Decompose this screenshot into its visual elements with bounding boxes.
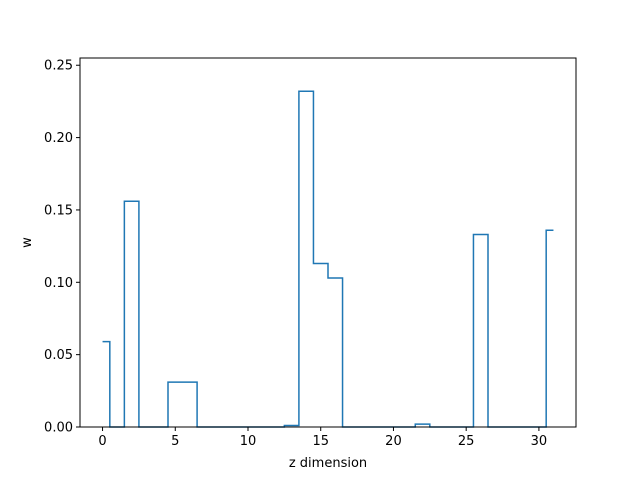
y-tick-label: 0.25 — [44, 59, 73, 74]
x-tick-label: 25 — [458, 434, 475, 449]
y-tick-label: 0.10 — [44, 276, 73, 291]
y-tick-label: 0.15 — [44, 203, 73, 218]
x-axis: 0 5 10 15 20 25 30 — [98, 427, 547, 449]
y-tick-label: 0.00 — [44, 421, 73, 436]
x-tick-label: 10 — [240, 434, 257, 449]
axes-frame — [79, 57, 577, 428]
x-tick-label: 30 — [531, 434, 548, 449]
x-tick-label: 20 — [385, 434, 402, 449]
x-tick-label: 5 — [171, 434, 179, 449]
y-axis: 0.00 0.05 0.10 0.15 0.20 0.25 — [44, 59, 80, 436]
y-axis-label: w — [20, 237, 35, 248]
y-tick-label: 0.20 — [44, 131, 73, 146]
y-tick-label: 0.05 — [44, 348, 73, 363]
x-tick-label: 0 — [98, 434, 106, 449]
x-tick-label: 15 — [312, 434, 329, 449]
x-axis-label: z dimension — [289, 456, 367, 471]
